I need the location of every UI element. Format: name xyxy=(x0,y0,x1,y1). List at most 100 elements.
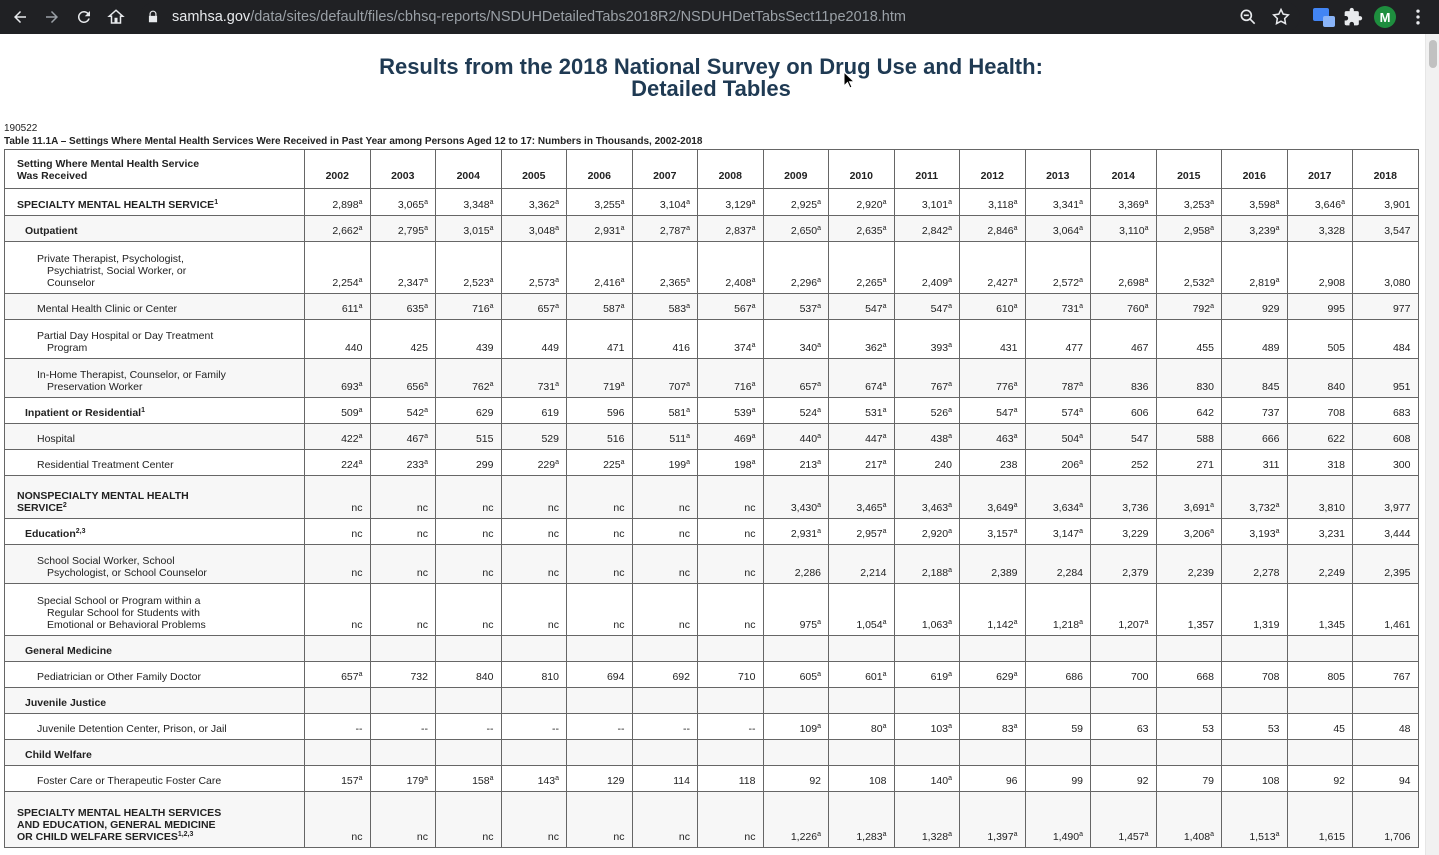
value-cell xyxy=(1352,739,1419,766)
value-cell: 158a xyxy=(435,765,502,792)
extension-icon[interactable] xyxy=(1312,6,1336,33)
value-cell: 3,649a xyxy=(959,475,1026,519)
value-cell: 3,691a xyxy=(1155,475,1222,519)
value-cell: 1,461 xyxy=(1352,583,1419,636)
value-cell xyxy=(435,687,502,714)
value-cell: 3,634a xyxy=(1024,475,1091,519)
value-cell: 583a xyxy=(631,293,698,320)
value-cell: 340a xyxy=(762,319,829,359)
significance-marker: a xyxy=(817,528,821,535)
significance-marker: a xyxy=(424,303,428,310)
menu-icon[interactable] xyxy=(1410,7,1426,32)
value-cell xyxy=(1286,687,1353,714)
puzzle-icon[interactable] xyxy=(1343,7,1363,32)
url-text[interactable]: samhsa.gov/data/sites/default/files/cbhs… xyxy=(172,9,906,25)
significance-marker: a xyxy=(1079,199,1083,206)
significance-marker: a xyxy=(1275,528,1280,535)
value-cell xyxy=(893,739,960,766)
significance-marker: a xyxy=(489,277,494,284)
value-cell: 2,787a xyxy=(631,215,698,242)
value-cell: 537a xyxy=(762,293,829,320)
value-cell: nc xyxy=(566,475,633,519)
value-cell: nc xyxy=(697,583,764,636)
value-cell: 2,698a xyxy=(1090,241,1157,294)
value-cell xyxy=(304,687,371,714)
scrollbar-thumb[interactable] xyxy=(1429,40,1437,68)
significance-marker: a xyxy=(882,277,887,284)
value-cell: 657a xyxy=(762,358,829,398)
year-header-2007: 2007 xyxy=(631,149,698,189)
value-cell: 3,118a xyxy=(959,188,1026,216)
value-cell: nc xyxy=(369,518,436,545)
value-cell: 2,395 xyxy=(1352,544,1419,584)
value-cell: 526a xyxy=(893,397,960,424)
browser-toolbar: samhsa.gov/data/sites/default/files/cbhs… xyxy=(0,0,1439,34)
significance-marker: a xyxy=(751,381,756,388)
row-label: Juvenile Detention Center, Prison, or Ja… xyxy=(4,713,305,740)
lock-icon[interactable] xyxy=(146,10,160,24)
value-cell: 2,662a xyxy=(304,215,371,242)
home-icon[interactable] xyxy=(100,1,132,33)
value-cell: 547a xyxy=(959,397,1026,424)
significance-marker: a xyxy=(424,199,428,206)
value-cell: 300 xyxy=(1352,449,1419,476)
back-icon[interactable] xyxy=(4,1,36,33)
value-cell: 762a xyxy=(435,358,502,398)
table-header-row: Setting Where Mental Health Service Was … xyxy=(4,149,1419,189)
value-cell xyxy=(631,687,698,714)
value-cell: 2,296a xyxy=(762,241,829,294)
row-label-text: Mental Health Clinic or Center xyxy=(37,303,178,315)
value-cell: 63 xyxy=(1090,713,1157,740)
value-cell: 805 xyxy=(1286,661,1353,688)
value-cell xyxy=(500,687,567,714)
forward-icon[interactable] xyxy=(36,1,68,33)
significance-marker: a xyxy=(817,459,821,466)
table-row: SPECIALTY MENTAL HEALTH SERVICES AND EDU… xyxy=(4,791,1419,848)
value-cell: 213a xyxy=(762,449,829,476)
significance-marker: a xyxy=(1079,619,1083,626)
address-bar[interactable]: samhsa.gov/data/sites/default/files/cbhs… xyxy=(140,2,1300,32)
zoom-icon[interactable] xyxy=(1238,7,1258,32)
value-cell: 199a xyxy=(631,449,698,476)
value-cell xyxy=(697,687,764,714)
significance-marker: a xyxy=(882,407,887,414)
value-cell: 3,328 xyxy=(1286,215,1353,242)
year-header-2017: 2017 xyxy=(1286,149,1353,189)
value-cell xyxy=(893,635,960,662)
value-cell: 710 xyxy=(697,661,764,688)
value-cell: 737 xyxy=(1221,397,1288,424)
significance-marker: a xyxy=(358,381,363,388)
significance-marker: a xyxy=(686,199,690,206)
value-cell: 59 xyxy=(1024,713,1091,740)
value-cell: 516 xyxy=(566,423,633,450)
profile-avatar[interactable]: M xyxy=(1374,6,1396,28)
table-row: Mental Health Clinic or Center 611a 635a 71… xyxy=(4,293,1419,320)
row-label-text: Private Therapist, Psychologist, Psychia… xyxy=(37,253,187,289)
significance-marker: a xyxy=(882,502,887,509)
significance-marker: a xyxy=(1079,502,1083,509)
data-table: Setting Where Mental Health Service Was … xyxy=(4,149,1419,848)
significance-marker: a xyxy=(751,407,756,414)
value-cell: nc xyxy=(566,518,633,545)
value-cell: 2,842a xyxy=(893,215,960,242)
value-cell: 311 xyxy=(1221,449,1288,476)
reload-icon[interactable] xyxy=(68,1,100,33)
vertical-scrollbar[interactable] xyxy=(1425,34,1439,855)
significance-marker: a xyxy=(620,225,625,232)
row-label-text: Pediatrician or Other Family Doctor xyxy=(37,671,201,683)
value-cell: 605a xyxy=(762,661,829,688)
value-cell xyxy=(1090,739,1157,766)
footnote-marker: 2,3 xyxy=(75,528,86,535)
significance-marker: a xyxy=(948,433,952,440)
star-icon[interactable] xyxy=(1271,7,1291,32)
significance-marker: a xyxy=(751,225,756,232)
year-header-2009: 2009 xyxy=(762,149,829,189)
row-label-text: School Social Worker, School Psychologis… xyxy=(37,555,207,579)
significance-marker: a xyxy=(1013,225,1018,232)
value-cell: 225a xyxy=(566,449,633,476)
value-cell: 840 xyxy=(435,661,502,688)
significance-marker: a xyxy=(555,225,559,232)
row-label-text: Residential Treatment Center xyxy=(37,459,174,471)
value-cell: 271 xyxy=(1155,449,1222,476)
value-cell: 767 xyxy=(1352,661,1419,688)
